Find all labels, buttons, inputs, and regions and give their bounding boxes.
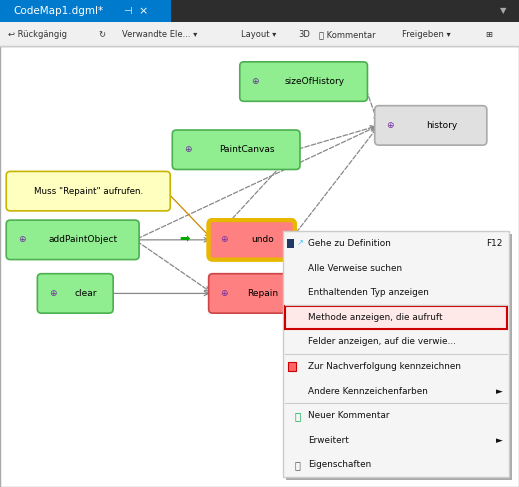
FancyBboxPatch shape bbox=[172, 130, 300, 169]
Text: Erweitert: Erweitert bbox=[308, 436, 349, 445]
FancyBboxPatch shape bbox=[209, 274, 295, 313]
Text: history: history bbox=[426, 121, 457, 130]
Text: ×: × bbox=[138, 6, 147, 16]
Text: Verwandte Ele... ▾: Verwandte Ele... ▾ bbox=[122, 30, 197, 39]
Text: Andere Kennzeichenfarben: Andere Kennzeichenfarben bbox=[308, 387, 428, 395]
Text: Alle Verweise suchen: Alle Verweise suchen bbox=[308, 264, 402, 273]
FancyBboxPatch shape bbox=[240, 62, 367, 101]
Text: ⊕: ⊕ bbox=[49, 289, 57, 298]
Text: ⊕: ⊕ bbox=[221, 235, 228, 244]
Text: ⊕: ⊕ bbox=[387, 121, 394, 130]
Text: ►: ► bbox=[496, 436, 502, 445]
FancyBboxPatch shape bbox=[375, 106, 487, 145]
Text: clear: clear bbox=[75, 289, 98, 298]
Text: ▼: ▼ bbox=[499, 6, 506, 16]
Text: Freigeben ▾: Freigeben ▾ bbox=[402, 30, 451, 39]
Text: ↻: ↻ bbox=[99, 30, 105, 39]
Text: 🗨 Kommentar: 🗨 Kommentar bbox=[319, 30, 376, 39]
Text: ⊕: ⊕ bbox=[252, 77, 259, 86]
Text: sizeOfHistory: sizeOfHistory bbox=[284, 77, 345, 86]
Text: undo: undo bbox=[251, 235, 274, 244]
FancyBboxPatch shape bbox=[288, 362, 296, 371]
Text: Zur Nachverfolgung kennzeichnen: Zur Nachverfolgung kennzeichnen bbox=[308, 362, 461, 371]
Text: ↗: ↗ bbox=[296, 238, 304, 246]
FancyBboxPatch shape bbox=[209, 220, 295, 260]
FancyBboxPatch shape bbox=[285, 306, 507, 329]
Text: Methode anzeigen, die aufruft: Methode anzeigen, die aufruft bbox=[308, 313, 442, 322]
Text: ⊕: ⊕ bbox=[221, 289, 228, 298]
Text: Repain: Repain bbox=[247, 289, 278, 298]
Text: Muss "Repaint" aufrufen.: Muss "Repaint" aufrufen. bbox=[34, 187, 143, 196]
Text: 3D: 3D bbox=[298, 30, 310, 39]
Text: 🔧: 🔧 bbox=[294, 460, 301, 470]
FancyBboxPatch shape bbox=[0, 0, 519, 22]
Text: ⊕: ⊕ bbox=[221, 235, 228, 244]
FancyBboxPatch shape bbox=[287, 239, 294, 248]
FancyBboxPatch shape bbox=[286, 234, 512, 480]
Text: Gehe zu Definition: Gehe zu Definition bbox=[308, 239, 391, 248]
FancyBboxPatch shape bbox=[209, 220, 295, 260]
Text: ⊣: ⊣ bbox=[123, 6, 131, 16]
Text: Neuer Kommentar: Neuer Kommentar bbox=[308, 412, 389, 420]
Text: Felder anzeigen, auf die verwie...: Felder anzeigen, auf die verwie... bbox=[308, 337, 456, 346]
Text: ⊕: ⊕ bbox=[184, 145, 192, 154]
Text: ►: ► bbox=[496, 387, 502, 395]
Text: Eigenschaften: Eigenschaften bbox=[308, 461, 371, 469]
Text: ⊕: ⊕ bbox=[18, 235, 25, 244]
Text: ➡: ➡ bbox=[179, 233, 189, 246]
FancyBboxPatch shape bbox=[6, 171, 170, 211]
FancyBboxPatch shape bbox=[0, 22, 519, 46]
Text: ⊞: ⊞ bbox=[485, 30, 492, 39]
FancyBboxPatch shape bbox=[37, 274, 113, 313]
Text: 🗨: 🗨 bbox=[294, 411, 301, 421]
Text: ↩ Rückgängig: ↩ Rückgängig bbox=[8, 30, 67, 39]
Text: F12: F12 bbox=[486, 239, 502, 248]
Text: addPaintObject: addPaintObject bbox=[49, 235, 118, 244]
FancyBboxPatch shape bbox=[283, 231, 509, 477]
FancyBboxPatch shape bbox=[0, 46, 519, 487]
FancyBboxPatch shape bbox=[6, 220, 139, 260]
Text: undo: undo bbox=[251, 235, 274, 244]
FancyBboxPatch shape bbox=[0, 0, 171, 22]
Text: CodeMap1.dgml*: CodeMap1.dgml* bbox=[13, 6, 103, 16]
Text: Enthaltenden Typ anzeigen: Enthaltenden Typ anzeigen bbox=[308, 288, 429, 297]
Text: Layout ▾: Layout ▾ bbox=[241, 30, 277, 39]
Text: PaintCanvas: PaintCanvas bbox=[220, 145, 275, 154]
